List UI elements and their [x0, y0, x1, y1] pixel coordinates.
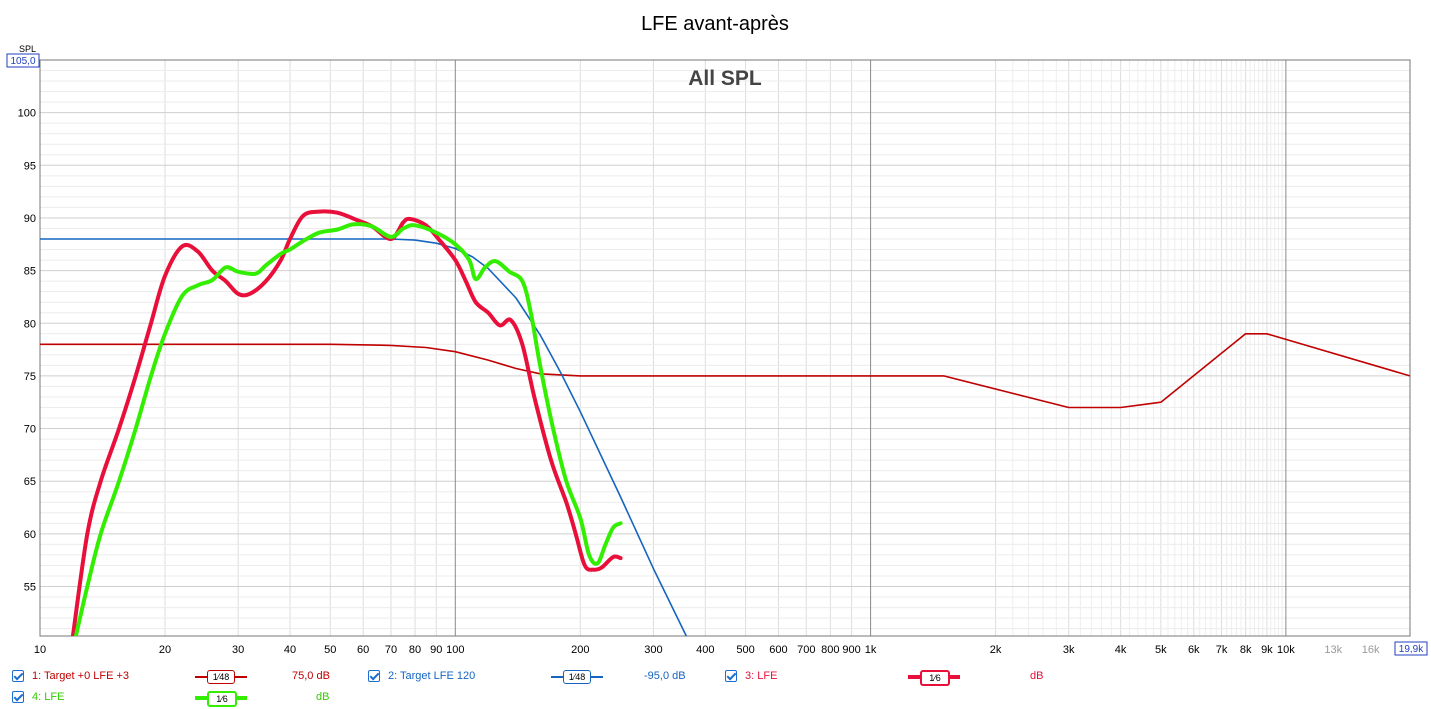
- legend-1-swatch[interactable]: 1⁄48: [195, 670, 247, 684]
- x-tick-label: 2k: [990, 644, 1002, 656]
- x-tick-label: 8k: [1240, 644, 1252, 656]
- y-axis-label: SPL: [19, 44, 36, 54]
- x-tick-label: 300: [644, 644, 662, 656]
- x-tick-label: 7k: [1216, 644, 1228, 656]
- x-tick-label: 50: [324, 644, 336, 656]
- legend-2-checkbox[interactable]: [368, 670, 380, 682]
- x-tick-label: 10k: [1277, 644, 1295, 656]
- legend-3-label: 3: LFE: [745, 670, 778, 682]
- x-tick-label: 400: [696, 644, 714, 656]
- x-tick-label: 700: [797, 644, 815, 656]
- x-tick-label: 900: [842, 644, 860, 656]
- x-tick-label: 60: [357, 644, 369, 656]
- legend-1-checkbox[interactable]: [12, 670, 24, 682]
- y-tick-label: 70: [24, 424, 36, 436]
- legend-row-1: 1: Target +0 LFE +3 1⁄48 75,0 dB 2: Targ…: [0, 667, 1431, 687]
- plot-frame: [39, 59, 1411, 637]
- y-tick-label: 55: [24, 582, 36, 594]
- x-tick-label: 16k: [1362, 644, 1380, 656]
- x-tick-label: 1k: [865, 644, 877, 656]
- x-tick-label: 4k: [1115, 644, 1127, 656]
- legend-row-2: 4: LFE 1⁄6 dB: [0, 688, 1431, 708]
- y-tick-label: 100: [18, 108, 36, 120]
- x-tick-label: 500: [736, 644, 754, 656]
- y-tick-label: 85: [24, 266, 36, 278]
- chart-title: LFE avant-après: [641, 13, 789, 35]
- grid-major: [39, 60, 1287, 636]
- x-tick-label: 600: [769, 644, 787, 656]
- x-tick-label: 20: [159, 644, 171, 656]
- legend-4-value: dB: [316, 691, 330, 703]
- legend-1-smoothing: 1⁄48: [207, 670, 235, 684]
- legend-3-swatch[interactable]: 1⁄6: [908, 670, 960, 686]
- legend-4-label: 4: LFE: [32, 691, 65, 703]
- y-tick-label: 75: [24, 371, 36, 383]
- legend-4-smoothing: 1⁄6: [207, 691, 237, 707]
- x-tick-label: 40: [284, 644, 296, 656]
- x-tick-label: 3k: [1063, 644, 1075, 656]
- x-tick-label: 9k: [1261, 644, 1273, 656]
- y-top-value: 105,0: [10, 56, 35, 67]
- x-tick-label: 10: [34, 644, 46, 656]
- legend-4-checkbox[interactable]: [12, 691, 24, 703]
- y-tick-label: 80: [24, 318, 36, 330]
- legend-3-value: dB: [1030, 670, 1044, 682]
- series-line-1: [40, 333, 1410, 409]
- y-tick-label: 95: [24, 160, 36, 172]
- x-right-value: 19,9k: [1399, 644, 1424, 655]
- x-tick-labels: 10 20 30 40 50 60 70 80 90 100 200 300 400 500 600 700 8…: [34, 644, 1380, 656]
- legend-4-swatch[interactable]: 1⁄6: [195, 691, 247, 707]
- y-tick-label: 60: [24, 529, 36, 541]
- x-tick-label: 80: [409, 644, 421, 656]
- legend-2-swatch[interactable]: 1⁄48: [551, 670, 603, 684]
- legend-2-value: -95,0 dB: [644, 670, 686, 682]
- legend-1-label: 1: Target +0 LFE +3: [32, 670, 130, 682]
- series-line-3: [70, 209, 623, 636]
- legend-3-smoothing: 1⁄6: [920, 670, 950, 686]
- legend-2-label: 2: Target LFE 120: [388, 670, 476, 682]
- x-right-value-box[interactable]: [1394, 641, 1428, 656]
- legend-2-smoothing: 1⁄48: [563, 670, 591, 684]
- y-tick-label: 65: [24, 476, 36, 488]
- y-top-value-box[interactable]: [6, 53, 40, 68]
- x-tick-label: 6k: [1188, 644, 1200, 656]
- x-tick-label: 30: [232, 644, 244, 656]
- y-tick-labels: 100 95 90 85 80 75 70 65 60 55: [18, 108, 36, 594]
- x-tick-label: 5k: [1155, 644, 1167, 656]
- x-tick-label: 100: [446, 644, 464, 656]
- series-line-4: [73, 222, 623, 636]
- y-tick-label: 90: [24, 213, 36, 225]
- series-line-2: [40, 238, 688, 636]
- x-tick-label: 200: [571, 644, 589, 656]
- legend-1-value: 75,0 dB: [292, 670, 330, 682]
- x-tick-label: 90: [430, 644, 442, 656]
- plot-subtitle: All SPL: [688, 67, 762, 90]
- x-tick-label: 800: [821, 644, 839, 656]
- grid-minor: [40, 59, 1410, 636]
- x-tick-label: 13k: [1324, 644, 1342, 656]
- x-tick-label: 70: [385, 644, 397, 656]
- legend-3-checkbox[interactable]: [725, 670, 737, 682]
- series-layer: [40, 209, 1410, 636]
